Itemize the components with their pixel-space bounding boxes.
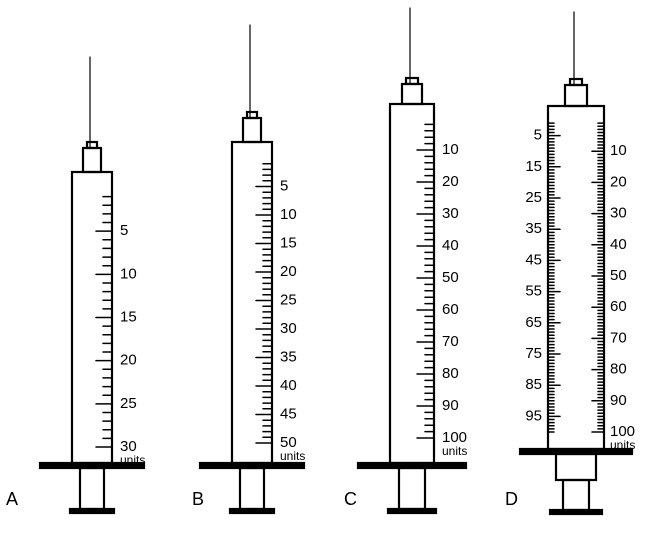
tick-label: 35 bbox=[280, 348, 297, 365]
syringe-letter: B bbox=[192, 489, 204, 509]
units-label: units bbox=[442, 444, 467, 458]
tick-label: 25 bbox=[280, 291, 297, 308]
plunger-shaft bbox=[240, 468, 264, 509]
syringe-A: 51015202530unitsA bbox=[6, 57, 145, 513]
tick-label: 10 bbox=[280, 206, 297, 223]
tick-label-left: 95 bbox=[525, 407, 542, 424]
syringe-D: 5152535455565758595102030405060708090100… bbox=[505, 12, 635, 514]
tick-label-left: 75 bbox=[525, 345, 542, 362]
tick-label-left: 15 bbox=[525, 158, 542, 175]
units-label: units bbox=[280, 449, 305, 463]
syringe-B: 5101520253035404550unitsB bbox=[192, 25, 305, 513]
needle-cap bbox=[83, 148, 101, 172]
tick-label-left: 5 bbox=[534, 127, 542, 144]
syringe-letter: D bbox=[505, 489, 518, 509]
tick-label-right: 60 bbox=[610, 298, 627, 315]
tick-label: 10 bbox=[120, 265, 137, 282]
tick-label-right: 70 bbox=[610, 329, 627, 346]
tick-label: 70 bbox=[442, 333, 459, 350]
syringe-letter: C bbox=[344, 489, 357, 509]
tick-label: 5 bbox=[120, 222, 128, 239]
barrel bbox=[390, 104, 434, 463]
tick-label-left: 45 bbox=[525, 251, 542, 268]
tick-label: 20 bbox=[280, 263, 297, 280]
units-label: units bbox=[610, 438, 635, 452]
tick-label-left: 85 bbox=[525, 376, 542, 393]
tick-label: 10 bbox=[442, 141, 459, 158]
tick-label-left: 35 bbox=[525, 220, 542, 237]
tick-label-left: 55 bbox=[525, 283, 542, 300]
barrel bbox=[548, 106, 604, 449]
tick-label: 20 bbox=[442, 173, 459, 190]
tick-label-right: 40 bbox=[610, 236, 627, 253]
tick-label-right: 30 bbox=[610, 205, 627, 222]
tick-label: 40 bbox=[280, 377, 297, 394]
tick-label-right: 80 bbox=[610, 361, 627, 378]
tick-label-right: 20 bbox=[610, 173, 627, 190]
tick-label: 20 bbox=[120, 352, 137, 369]
needle-cap bbox=[565, 85, 587, 106]
units-label: units bbox=[120, 453, 145, 467]
tick-label-right: 50 bbox=[610, 267, 627, 284]
needle-cap bbox=[243, 118, 261, 142]
plunger-knob bbox=[230, 509, 274, 513]
tick-label: 40 bbox=[442, 237, 459, 254]
tick-label: 80 bbox=[442, 365, 459, 382]
tick-label-right: 10 bbox=[610, 142, 627, 159]
tick-label: 15 bbox=[120, 308, 137, 325]
plunger-shaft bbox=[80, 468, 104, 509]
tick-label: 25 bbox=[120, 395, 137, 412]
tick-label: 45 bbox=[280, 405, 297, 422]
tick-label: 30 bbox=[442, 205, 459, 222]
needle-cap bbox=[402, 84, 422, 104]
syringe-letter: A bbox=[6, 489, 18, 509]
syringe-diagram: 5 10 15 20 25 30 units A 5 10 15 20 25 30 35 40 45 50 unit… bbox=[0, 0, 650, 547]
tick-label: 90 bbox=[442, 397, 459, 414]
plunger-knob bbox=[70, 509, 114, 513]
plunger-shaft bbox=[399, 468, 425, 509]
tick-label-left: 25 bbox=[525, 189, 542, 206]
tick-label: 15 bbox=[280, 234, 297, 251]
plunger-knob bbox=[388, 509, 436, 513]
tick-label: 60 bbox=[442, 301, 459, 318]
tick-label: 50 bbox=[442, 269, 459, 286]
tick-label: 5 bbox=[280, 177, 288, 194]
tick-label-left: 65 bbox=[525, 314, 542, 331]
tick-label: 30 bbox=[280, 320, 297, 337]
tick-label-right: 90 bbox=[610, 392, 627, 409]
syringe-C: 102030405060708090100unitsC bbox=[344, 8, 467, 513]
